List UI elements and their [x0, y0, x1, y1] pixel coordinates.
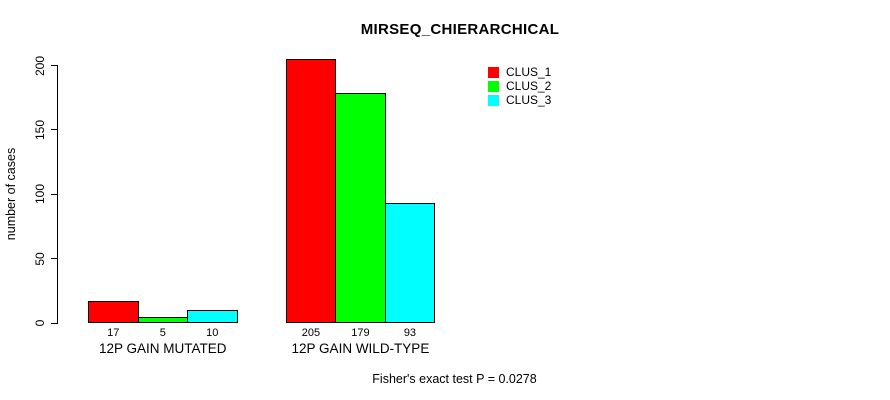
bar — [285, 59, 337, 323]
y-tick-label: 150 — [33, 119, 47, 140]
legend-item: CLUS_1 — [488, 65, 551, 79]
legend-swatch — [488, 94, 499, 106]
y-tick — [51, 129, 58, 131]
bar-value-label: 205 — [301, 327, 321, 339]
y-tick — [51, 322, 58, 324]
legend-item: CLUS_2 — [488, 79, 551, 93]
bar-value-label: 17 — [107, 327, 120, 339]
y-tick — [51, 258, 58, 260]
bar — [187, 310, 238, 323]
x-group-label: 12P GAIN MUTATED — [98, 341, 227, 356]
y-tick-label: 200 — [33, 55, 47, 76]
chart-title: MIRSEQ_CHIERARCHICAL — [360, 21, 560, 38]
bar — [88, 301, 139, 323]
legend-label: CLUS_3 — [506, 93, 552, 107]
bar-value-label: 179 — [351, 327, 370, 339]
legend: CLUS_1 CLUS_2 CLUS_3 — [488, 65, 551, 107]
legend-swatch — [488, 66, 499, 78]
bar — [335, 92, 386, 323]
legend-item: CLUS_3 — [488, 93, 551, 107]
legend-label: CLUS_2 — [506, 79, 552, 93]
bar-value-label: 10 — [206, 327, 219, 339]
y-tick-label: 100 — [33, 184, 47, 205]
bar-value-label: 5 — [159, 327, 166, 339]
bar — [137, 316, 188, 323]
y-tick — [51, 193, 58, 195]
x-group-label: 12P GAIN WILD-TYPE — [291, 341, 430, 356]
bar — [384, 203, 436, 323]
y-tick-label: 50 — [33, 251, 47, 266]
bar-value-label: 93 — [403, 327, 417, 339]
legend-swatch — [488, 80, 499, 92]
y-axis-title: number of cases — [4, 147, 18, 241]
annotation-text: Fisher's exact test P = 0.0278 — [372, 372, 537, 386]
y-tick — [51, 65, 58, 67]
y-tick-label: 0 — [33, 319, 47, 327]
legend-label: CLUS_1 — [506, 65, 552, 79]
